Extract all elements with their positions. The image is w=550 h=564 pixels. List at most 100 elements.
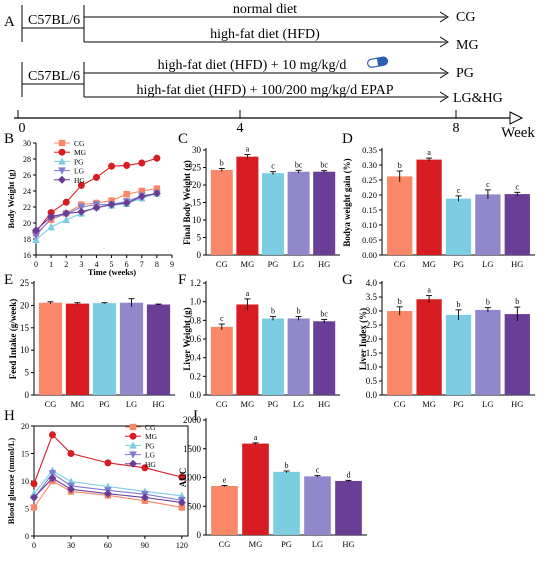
point-mg: [141, 464, 149, 472]
point-hg: [140, 493, 149, 502]
panel-letters: B C D E F G H I: [4, 131, 353, 424]
legend-marker-hg: [58, 175, 66, 184]
x-tick-label: 8: [155, 260, 159, 269]
x-tick-label: CG: [219, 539, 231, 549]
point-cg: [178, 504, 186, 511]
timeline-label-8: 8: [453, 121, 460, 136]
y-tick-label: 0.2: [190, 371, 201, 381]
point-mg: [92, 173, 100, 181]
legend-label-hg: HG: [74, 176, 85, 185]
x-tick-label: HG: [511, 399, 523, 409]
y-tick-label: 1.0: [190, 297, 202, 307]
bar-pg: [261, 318, 285, 395]
bar-cg: [210, 326, 233, 395]
panel-g-chart: 0.0 0.5 1.0 1.5 2.0 2.5 3.0 3.5 4.0 Liver Index (…: [358, 278, 535, 409]
point-hg: [48, 474, 57, 483]
y-tick-label: 10: [192, 215, 202, 225]
sig-letter-pg: b: [285, 461, 289, 470]
sig-letter-cg: b: [220, 159, 224, 168]
legend-label-hg: HG: [145, 460, 156, 469]
sig-letter-hg: b: [515, 297, 519, 306]
y-tick-label: 28: [23, 155, 31, 164]
y-tick-label: 20: [21, 422, 29, 431]
legend-marker-mg: [58, 148, 66, 156]
panel-a: A C57BL/6 normal diet CG high-fat diet (…: [4, 2, 535, 141]
y-tick-label: 0: [25, 532, 29, 541]
bar-cg: [38, 302, 63, 395]
panel-f-chart: 0.0 0.2 0.4 0.6 0.8 1.0 1.2 Liver Weight (g) c CG…: [182, 278, 340, 409]
x-tick-label: 7: [140, 260, 144, 269]
y-tick-label: 25: [20, 278, 30, 288]
x-tick-label: LG: [312, 539, 323, 549]
panel-d-chart: 0.00 0.05 0.10 0.15 0.20 0.25 0.30 0.35 Bodya we…: [342, 145, 535, 269]
y-tick-label: 18: [23, 235, 31, 244]
x-tick-label: 120: [176, 541, 188, 550]
x-tick-label: 60: [104, 541, 112, 550]
group-mg-label: MG: [456, 38, 479, 53]
sig-letter-hg: d: [347, 470, 351, 479]
diet-hfd: high-fat diet (HFD): [210, 27, 320, 42]
y-tick-label: 25: [192, 163, 202, 173]
sig-letter-mg: a: [427, 148, 431, 157]
x-tick-label: HG: [318, 259, 330, 269]
y-tick-label: 1000: [183, 473, 202, 483]
point-mg: [108, 162, 116, 170]
legend-label-lg: LG: [145, 451, 156, 460]
x-tick-label: LG: [293, 399, 304, 409]
y-axis-label: Body Weight (g): [6, 169, 16, 228]
y-tick-label: 0.6: [190, 334, 202, 344]
strain-label-1: C57BL/6: [28, 13, 80, 28]
panel-d-letter: D: [342, 131, 353, 147]
y-tick-label: 1.2: [190, 278, 201, 288]
x-tick-label: MG: [241, 259, 255, 269]
x-tick-label: PG: [281, 539, 292, 549]
legend-label-lg: LG: [74, 167, 85, 176]
sig-letter-mg: a: [254, 433, 258, 442]
bar-cg: [387, 311, 413, 395]
group-cg-label: CG: [456, 10, 475, 25]
sig-letter-lg: b: [297, 307, 301, 316]
y-tick-label: 2000: [183, 415, 202, 425]
y-tick-label: 10: [21, 477, 29, 486]
y-tick-label: 0.0: [366, 390, 378, 400]
panel-e-letter: E: [4, 272, 13, 288]
bar-hg: [335, 480, 362, 535]
y-tick-label: 0.0: [190, 390, 202, 400]
y-tick-label: 3.5: [366, 292, 378, 302]
point-hg: [32, 226, 40, 235]
bar-pg: [261, 173, 285, 255]
y-tick-label: 0.10: [362, 220, 377, 230]
sig-letter-lg: bc: [295, 160, 303, 169]
y-tick-label: 500: [188, 501, 202, 511]
bar-lg: [119, 302, 144, 395]
x-tick-label: HG: [342, 539, 354, 549]
point-cg: [30, 504, 38, 511]
x-tick-label: 2: [64, 260, 68, 269]
x-tick-label: 30: [67, 541, 75, 550]
y-axis-label: Feed Intake (g/week): [8, 299, 18, 380]
y-tick-label: 0.35: [362, 145, 377, 155]
series-line-cg: [33, 480, 182, 508]
sig-letter-hg: c: [516, 182, 520, 191]
bar-pg: [92, 303, 117, 395]
panel-b-letter: B: [4, 131, 14, 147]
point-cg: [123, 191, 130, 198]
legend-marker-cg: [58, 139, 66, 147]
y-tick-label: 5: [197, 233, 202, 243]
legend-label-cg: CG: [74, 139, 85, 148]
bar-mg: [416, 299, 442, 395]
panel-f-letter: F: [178, 272, 186, 288]
bar-mg: [236, 304, 259, 395]
panel-h-chart: 0 5 10 15 20 0 30 60 90 120 Blood glucose (mmol/L)…: [6, 422, 189, 550]
sig-letter-cg: b: [398, 161, 402, 170]
x-tick-label: MG: [249, 539, 263, 549]
y-axis-label: Liver Weight (g): [182, 307, 192, 370]
panel-i-letter: I: [193, 408, 198, 424]
bar-cg: [211, 486, 238, 535]
point-mg: [62, 198, 70, 206]
x-tick-label: CG: [394, 259, 406, 269]
group-lghg-label: LG&HG: [453, 91, 503, 106]
x-tick-label: 9: [170, 260, 174, 269]
y-tick-label: 0.00: [362, 250, 377, 260]
